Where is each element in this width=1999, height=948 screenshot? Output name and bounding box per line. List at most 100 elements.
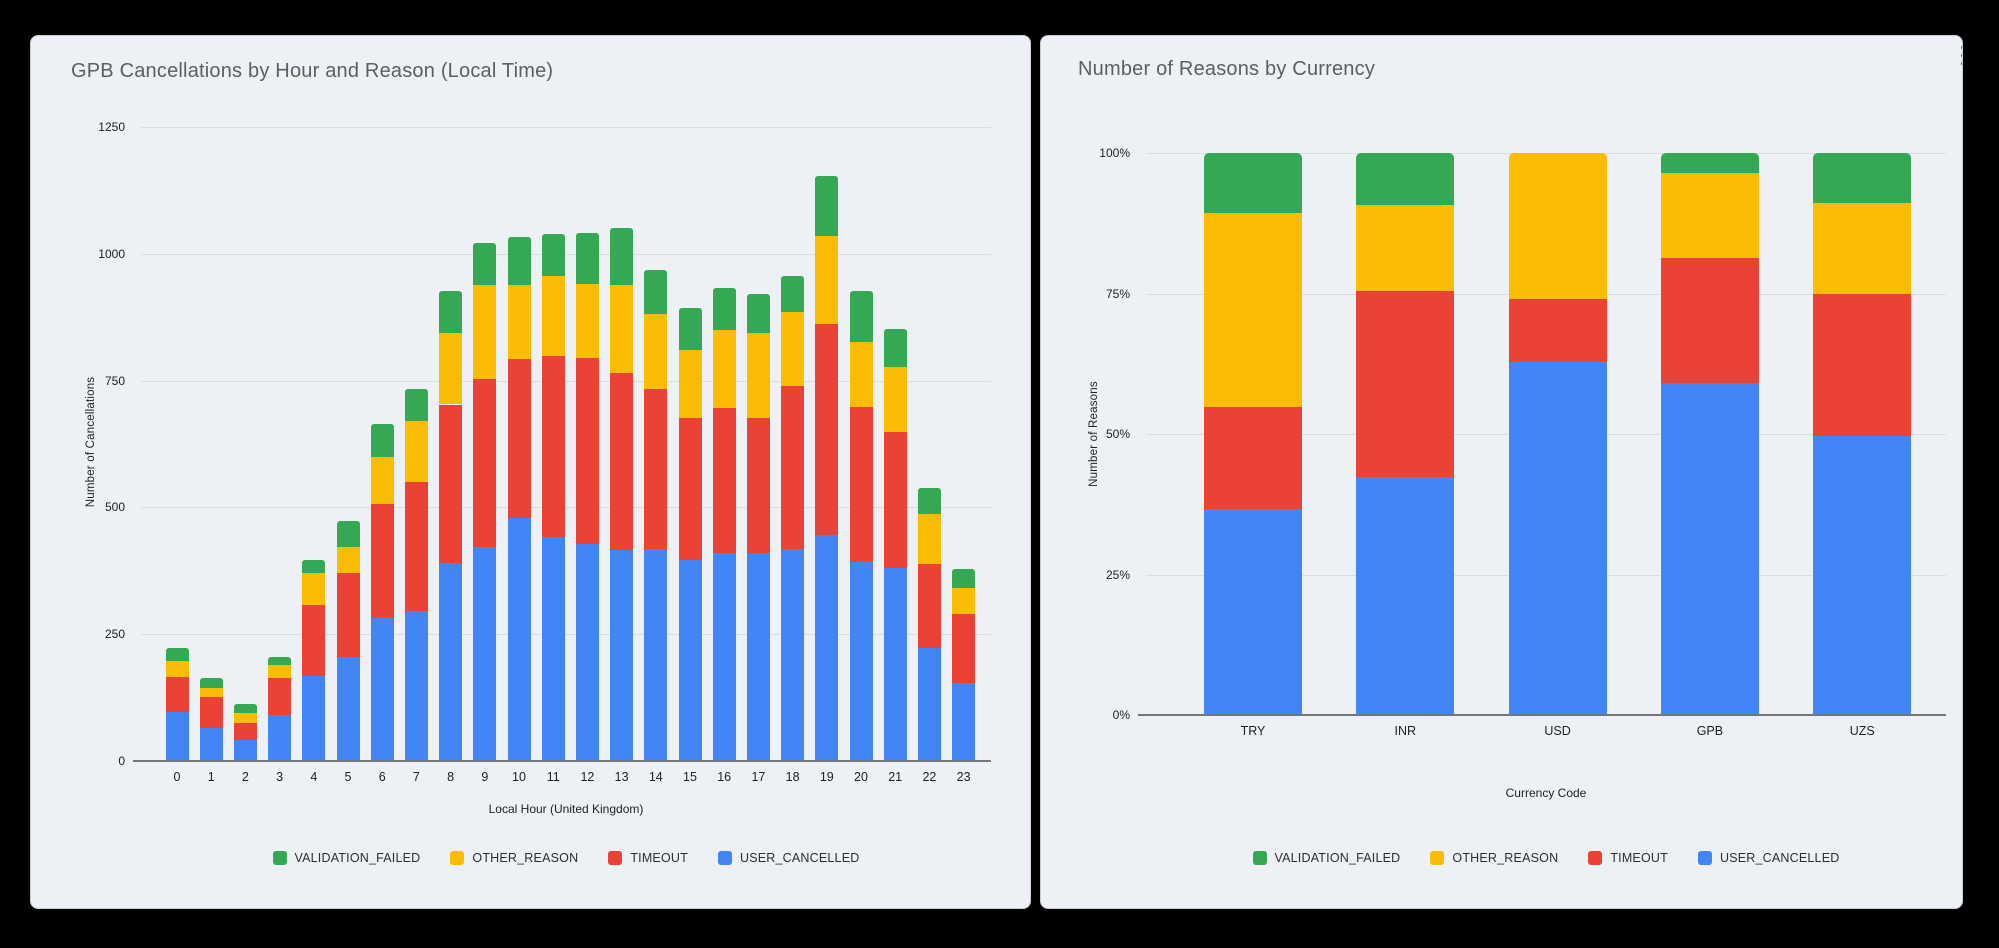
bar-segment-user_cancelled[interactable] bbox=[507, 517, 531, 761]
legend-item-timeout[interactable]: TIMEOUT bbox=[1588, 851, 1668, 865]
bar-segment-user_cancelled[interactable] bbox=[268, 714, 292, 761]
bar-segment-timeout[interactable] bbox=[610, 372, 634, 550]
bar-segment-user_cancelled[interactable] bbox=[1813, 435, 1912, 715]
bar-segment-timeout[interactable] bbox=[1660, 257, 1759, 384]
bar-segment-user_cancelled[interactable] bbox=[199, 728, 223, 761]
bar-segment-validation_failed[interactable] bbox=[849, 291, 873, 342]
bar-segment-timeout[interactable] bbox=[883, 432, 907, 568]
bar-segment-timeout[interactable] bbox=[165, 677, 189, 713]
bar-segment-user_cancelled[interactable] bbox=[541, 536, 565, 761]
bar-segment-other_reason[interactable] bbox=[1356, 205, 1455, 292]
bar-segment-validation_failed[interactable] bbox=[233, 704, 257, 714]
bar-segment-validation_failed[interactable] bbox=[165, 648, 189, 661]
bar-segment-user_cancelled[interactable] bbox=[302, 675, 326, 761]
bar-segment-other_reason[interactable] bbox=[1813, 202, 1912, 295]
bar-segment-validation_failed[interactable] bbox=[917, 487, 941, 514]
legend-item-user_cancelled[interactable]: USER_CANCELLED bbox=[1697, 851, 1840, 865]
bar-segment-timeout[interactable] bbox=[815, 324, 839, 535]
bar-segment-other_reason[interactable] bbox=[165, 660, 189, 678]
legend-item-other_reason[interactable]: OTHER_REASON bbox=[450, 851, 578, 865]
bar-segment-timeout[interactable] bbox=[678, 417, 702, 560]
bar-segment-other_reason[interactable] bbox=[678, 349, 702, 418]
bar-segment-timeout[interactable] bbox=[1813, 294, 1912, 436]
legend-item-validation_failed[interactable]: VALIDATION_FAILED bbox=[272, 851, 421, 865]
bar-segment-user_cancelled[interactable] bbox=[439, 562, 463, 761]
bar-segment-timeout[interactable] bbox=[404, 481, 428, 611]
bar-segment-validation_failed[interactable] bbox=[404, 388, 428, 421]
bar-segment-timeout[interactable] bbox=[1356, 291, 1455, 478]
bar-segment-user_cancelled[interactable] bbox=[404, 610, 428, 761]
bar-segment-validation_failed[interactable] bbox=[644, 269, 668, 315]
bar-segment-other_reason[interactable] bbox=[541, 275, 565, 357]
bar-segment-user_cancelled[interactable] bbox=[712, 552, 736, 761]
bar-segment-validation_failed[interactable] bbox=[336, 520, 360, 547]
bar-segment-other_reason[interactable] bbox=[1204, 212, 1302, 407]
bar-segment-user_cancelled[interactable] bbox=[883, 567, 907, 761]
bar-segment-timeout[interactable] bbox=[746, 417, 770, 553]
bar-segment-user_cancelled[interactable] bbox=[1204, 509, 1302, 715]
bar-segment-user_cancelled[interactable] bbox=[165, 712, 189, 761]
bar-segment-other_reason[interactable] bbox=[473, 285, 497, 379]
bar-segment-timeout[interactable] bbox=[199, 697, 223, 728]
legend-item-user_cancelled[interactable]: USER_CANCELLED bbox=[717, 851, 860, 865]
bar-segment-other_reason[interactable] bbox=[302, 572, 326, 605]
bar-segment-validation_failed[interactable] bbox=[439, 291, 463, 334]
bar-segment-validation_failed[interactable] bbox=[473, 243, 497, 286]
bar-segment-user_cancelled[interactable] bbox=[815, 534, 839, 761]
bar-segment-other_reason[interactable] bbox=[1508, 153, 1607, 300]
bar-segment-user_cancelled[interactable] bbox=[746, 552, 770, 761]
bar-segment-user_cancelled[interactable] bbox=[678, 559, 702, 761]
legend-item-timeout[interactable]: TIMEOUT bbox=[608, 851, 688, 865]
bar-segment-validation_failed[interactable] bbox=[541, 233, 565, 276]
bar-segment-validation_failed[interactable] bbox=[1813, 153, 1912, 203]
bar-segment-user_cancelled[interactable] bbox=[1508, 361, 1607, 715]
bar-segment-other_reason[interactable] bbox=[575, 284, 599, 358]
bar-segment-validation_failed[interactable] bbox=[575, 232, 599, 285]
bar-segment-timeout[interactable] bbox=[781, 385, 805, 549]
bar-segment-other_reason[interactable] bbox=[268, 664, 292, 678]
bar-segment-validation_failed[interactable] bbox=[1356, 153, 1455, 206]
bar-segment-timeout[interactable] bbox=[917, 563, 941, 648]
bar-segment-other_reason[interactable] bbox=[712, 330, 736, 408]
bar-segment-other_reason[interactable] bbox=[610, 285, 634, 373]
bar-segment-timeout[interactable] bbox=[370, 503, 394, 618]
bar-segment-timeout[interactable] bbox=[507, 359, 531, 518]
bar-segment-other_reason[interactable] bbox=[1660, 172, 1759, 258]
bar-segment-other_reason[interactable] bbox=[404, 420, 428, 482]
bar-segment-timeout[interactable] bbox=[233, 722, 257, 741]
bar-segment-validation_failed[interactable] bbox=[268, 656, 292, 665]
bar-segment-validation_failed[interactable] bbox=[302, 559, 326, 573]
bar-segment-other_reason[interactable] bbox=[815, 235, 839, 325]
bar-segment-timeout[interactable] bbox=[336, 572, 360, 657]
bar-segment-validation_failed[interactable] bbox=[370, 423, 394, 457]
legend-item-validation_failed[interactable]: VALIDATION_FAILED bbox=[1252, 851, 1401, 865]
bar-segment-timeout[interactable] bbox=[1508, 299, 1607, 362]
bar-segment-user_cancelled[interactable] bbox=[370, 618, 394, 761]
bar-segment-validation_failed[interactable] bbox=[781, 275, 805, 312]
bar-segment-user_cancelled[interactable] bbox=[473, 547, 497, 761]
bar-segment-other_reason[interactable] bbox=[336, 546, 360, 573]
bar-segment-other_reason[interactable] bbox=[849, 341, 873, 407]
bar-segment-other_reason[interactable] bbox=[746, 333, 770, 418]
bar-segment-timeout[interactable] bbox=[302, 604, 326, 676]
bar-segment-user_cancelled[interactable] bbox=[336, 657, 360, 761]
bar-segment-timeout[interactable] bbox=[575, 357, 599, 544]
bar-segment-timeout[interactable] bbox=[1204, 407, 1302, 510]
bar-segment-user_cancelled[interactable] bbox=[575, 543, 599, 761]
bar-segment-user_cancelled[interactable] bbox=[1356, 477, 1455, 715]
bar-segment-user_cancelled[interactable] bbox=[917, 647, 941, 761]
bar-segment-validation_failed[interactable] bbox=[952, 568, 976, 588]
bar-segment-other_reason[interactable] bbox=[781, 311, 805, 386]
bar-segment-validation_failed[interactable] bbox=[1660, 153, 1759, 173]
bar-segment-other_reason[interactable] bbox=[439, 333, 463, 405]
bar-segment-user_cancelled[interactable] bbox=[233, 740, 257, 761]
bar-segment-user_cancelled[interactable] bbox=[781, 548, 805, 761]
bar-segment-validation_failed[interactable] bbox=[199, 677, 223, 688]
bar-segment-user_cancelled[interactable] bbox=[644, 548, 668, 761]
kebab-menu-icon[interactable] bbox=[1961, 45, 1962, 66]
bar-segment-timeout[interactable] bbox=[439, 404, 463, 563]
bar-segment-timeout[interactable] bbox=[473, 378, 497, 547]
bar-segment-other_reason[interactable] bbox=[507, 285, 531, 360]
bar-segment-other_reason[interactable] bbox=[233, 713, 257, 723]
bar-segment-user_cancelled[interactable] bbox=[952, 682, 976, 761]
